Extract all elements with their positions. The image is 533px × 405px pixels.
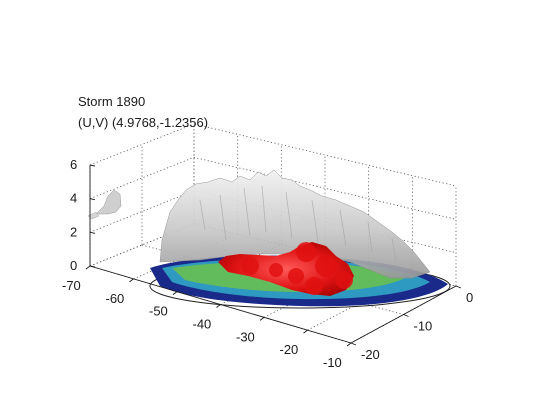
cloud-texture bbox=[219, 194, 227, 241]
cloud-texture bbox=[199, 199, 206, 231]
core-blob bbox=[296, 242, 316, 262]
y-tick bbox=[403, 314, 409, 317]
x-tick bbox=[259, 316, 265, 321]
cloud-texture bbox=[261, 185, 267, 233]
x-tick bbox=[216, 304, 221, 308]
x-tick-label: -30 bbox=[236, 329, 255, 344]
y-tick-label: 0 bbox=[466, 290, 473, 305]
x-tick-label: -60 bbox=[106, 291, 125, 306]
core-blob bbox=[269, 263, 283, 277]
cloud-texture bbox=[285, 191, 293, 239]
x-tick bbox=[85, 265, 91, 270]
z-gridline bbox=[89, 123, 457, 187]
z-tick bbox=[89, 198, 96, 201]
y-tick-label: -20 bbox=[361, 347, 380, 362]
x-tick-label: -20 bbox=[280, 342, 299, 357]
x-tick bbox=[129, 278, 134, 283]
core-blob bbox=[288, 268, 304, 284]
z-tick-label: 2 bbox=[70, 224, 77, 239]
y-tick bbox=[455, 285, 462, 289]
y-tick bbox=[350, 342, 357, 346]
cloud-texture bbox=[339, 209, 347, 247]
cloud-texture bbox=[367, 221, 373, 253]
x-tick-label: -50 bbox=[149, 304, 168, 319]
z-tick-label: 4 bbox=[70, 191, 77, 206]
x-tick-label: -70 bbox=[62, 278, 81, 293]
x-tick bbox=[172, 291, 178, 296]
cloud-texture bbox=[243, 187, 251, 237]
floor-gridline-x bbox=[89, 223, 195, 267]
core-blob bbox=[315, 255, 337, 277]
detached-cloud bbox=[95, 189, 122, 215]
core-blob bbox=[305, 277, 323, 295]
chart-title-line-1: Storm 1890 bbox=[78, 94, 146, 109]
x-tick bbox=[346, 342, 352, 347]
core-blob bbox=[241, 257, 259, 275]
z-tick bbox=[89, 231, 96, 234]
y-tick-label: -10 bbox=[414, 319, 433, 334]
chart-title-line-2: (U,V) (4.9768,-1.2356) bbox=[78, 115, 209, 130]
x-tick-label: -10 bbox=[323, 355, 342, 370]
core-blob bbox=[335, 271, 353, 289]
cloud-texture bbox=[311, 199, 319, 243]
z-tick-label: 6 bbox=[70, 157, 77, 172]
storm-isosurface bbox=[87, 169, 451, 309]
cloud-texture bbox=[391, 237, 397, 263]
z-gridline bbox=[89, 156, 457, 220]
x-tick-label: -40 bbox=[193, 317, 212, 332]
detached-cloud-fragment bbox=[87, 211, 100, 220]
cloud-isosurface bbox=[159, 169, 431, 279]
z-tick bbox=[89, 164, 96, 167]
z-tick bbox=[89, 265, 96, 268]
axes: 0 2 4 6 -70 -60 -50 -40 -30 -20 -10 0 -10 -20 bbox=[62, 157, 473, 370]
x-tick bbox=[303, 329, 308, 334]
z-tick-label: 0 bbox=[70, 258, 77, 273]
